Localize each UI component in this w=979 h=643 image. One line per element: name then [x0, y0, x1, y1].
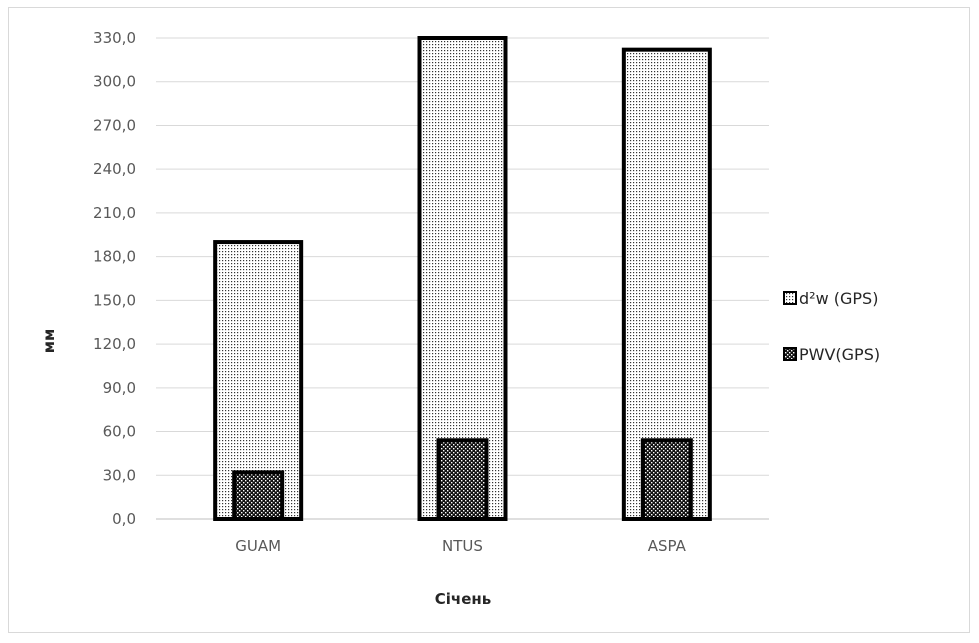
y-tick-label: 150,0	[93, 291, 136, 309]
x-axis-title: Січень	[435, 590, 491, 608]
x-tick-label: NTUS	[442, 537, 483, 555]
x-tick-labels: GUAM NTUS ASPA	[235, 537, 686, 555]
legend-swatch-pwv	[783, 347, 797, 361]
y-tick-label: 120,0	[93, 335, 136, 353]
y-tick-label: 270,0	[93, 116, 136, 134]
y-tick-label: 240,0	[93, 160, 136, 178]
y-axis-title: мм	[40, 329, 58, 354]
legend-label-d2w: d²w (GPS)	[799, 289, 878, 308]
x-tick-label: ASPA	[648, 537, 687, 555]
legend-label-pwv: PWV(GPS)	[799, 345, 880, 364]
legend-item-d2w: d²w (GPS)	[783, 289, 878, 308]
y-tick-label: 30,0	[103, 466, 136, 484]
bar-pwv-aspa	[640, 438, 693, 522]
y-tick-label: 300,0	[93, 73, 136, 91]
chart-frame: 0,0 30,0 60,0 90,0 120,0 150,0 180,0 210,0 240,0…	[8, 7, 970, 633]
bars	[213, 36, 712, 522]
x-tick-label: GUAM	[235, 537, 281, 555]
y-tick-label: 330,0	[93, 29, 136, 47]
legend-item-pwv: PWV(GPS)	[783, 345, 880, 364]
y-tick-labels: 0,0 30,0 60,0 90,0 120,0 150,0 180,0 210,0 240,0…	[93, 29, 136, 528]
y-tick-label: 90,0	[103, 379, 136, 397]
legend: d²w (GPS) PWV(GPS)	[783, 289, 880, 364]
y-tick-label: 60,0	[103, 423, 136, 441]
legend-swatch-d2w	[783, 291, 797, 305]
y-tick-label: 0,0	[112, 510, 136, 528]
bar-pwv-ntus	[436, 438, 489, 522]
y-tick-label: 180,0	[93, 248, 136, 266]
bar-pwv-guam	[232, 470, 285, 521]
y-tick-label: 210,0	[93, 204, 136, 222]
bar-chart: 0,0 30,0 60,0 90,0 120,0 150,0 180,0 210,0 240,0…	[40, 29, 880, 608]
